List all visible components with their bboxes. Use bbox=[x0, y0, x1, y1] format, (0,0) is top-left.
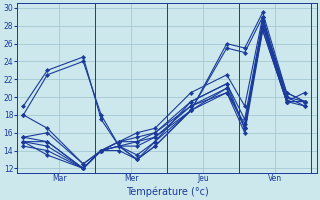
X-axis label: Température (°c): Température (°c) bbox=[125, 186, 208, 197]
